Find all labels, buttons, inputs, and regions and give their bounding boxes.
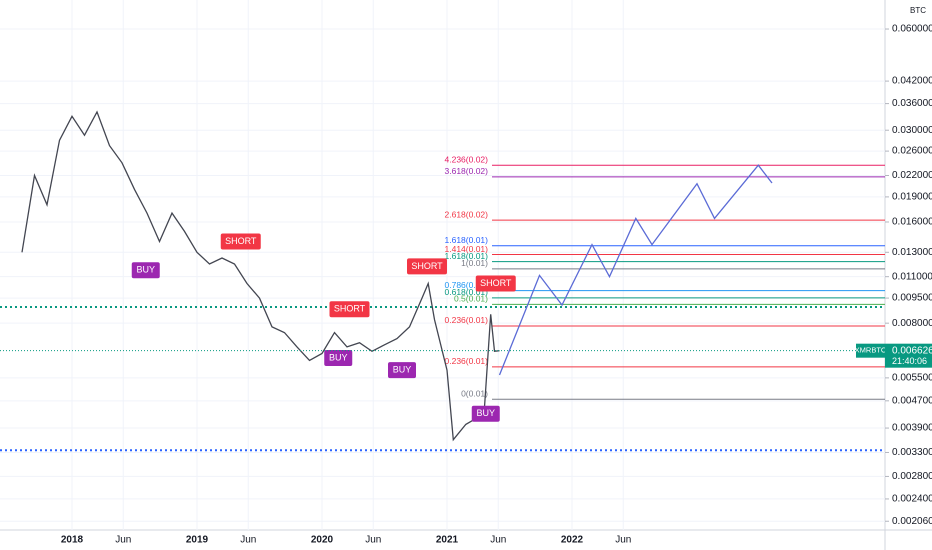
y-tick-label: 0.008000 [892,318,932,329]
y-tick-label: 0.005500 [892,373,932,384]
signal-badge [324,350,353,367]
x-tick-label: Jun [240,535,256,546]
y-tick-label: 0.009500 [892,293,932,304]
signal-label: SHORT [411,261,443,271]
price-box [885,343,932,368]
fib-label: 1.414(0.01) [445,244,489,254]
axis-unit: BTC [910,6,926,15]
signal-label: BUY [329,352,348,362]
x-tick-label: 2021 [436,535,459,546]
signal-label: BUY [136,265,155,275]
series-line [21,110,500,442]
y-tick-label: 0.003900 [892,423,932,434]
y-tick-label: 0.042000 [892,76,932,87]
fib-label: 2.618(0.02) [445,209,489,219]
y-tick-label: 0.019000 [892,192,932,203]
signal-badge [407,258,447,275]
fib-label: 0.236(0.01) [445,315,489,325]
fib-label: 4.236(0.02) [445,154,489,164]
fib-label: 0.786(0.01) [445,280,489,290]
x-tick-label: Jun [115,535,131,546]
x-tick-label: 2022 [561,535,584,546]
x-tick-label: 2020 [311,535,334,546]
x-tick-label: Jun [365,535,381,546]
symbol-label: XMRBTC [855,346,887,355]
signal-badge [329,301,370,318]
signal-badge [475,275,516,292]
y-tick-label: 0.016000 [892,217,932,228]
fib-label: 1(0.01) [461,258,488,268]
signal-badge [220,233,261,250]
fib-label: 0.236(0.01) [445,356,489,366]
signal-badge [131,262,160,279]
y-tick-label: 0.026000 [892,146,932,157]
symbol-box [856,343,885,358]
fib-label: 1.618(0.01) [445,235,489,245]
signal-label: SHORT [334,304,366,314]
y-tick-label: 0.060000 [892,24,932,35]
signal-label: BUY [476,408,495,418]
y-tick-label: 0.002800 [892,471,932,482]
signal-label: SHORT [225,236,257,246]
x-tick-label: 2018 [61,535,84,546]
fib-label: 3.618(0.02) [445,166,489,176]
fib-label: 0.5(0.01) [454,294,488,304]
x-tick-label: Jun [490,535,506,546]
y-tick-label: 0.013000 [892,247,932,258]
countdown-label: 21:40:06 [892,356,927,366]
x-tick-label: Jun [615,535,631,546]
x-tick-label: 2019 [186,535,209,546]
signal-badge [471,405,500,422]
y-tick-label: 0.003300 [892,447,932,458]
y-tick-label: 0.011000 [892,271,932,282]
series-line [498,164,773,376]
y-tick-label: 0.002060 [892,516,932,527]
y-tick-label: 0.022000 [892,170,932,181]
y-tick-label: 0.004700 [892,395,932,406]
y-tick-label: 0.036000 [892,98,932,109]
signal-label: SHORT [480,278,512,288]
fib-label: 0.618(0.01) [445,287,489,297]
signal-badge [388,362,416,379]
y-tick-label: 0.002400 [892,494,932,505]
price-label: 0.006626 [892,345,932,356]
fib-label: 0(0.01) [461,389,488,399]
fib-label: 1.618(0.01) [445,251,489,261]
signal-label: BUY [393,364,412,374]
y-tick-label: 0.030000 [892,125,932,136]
